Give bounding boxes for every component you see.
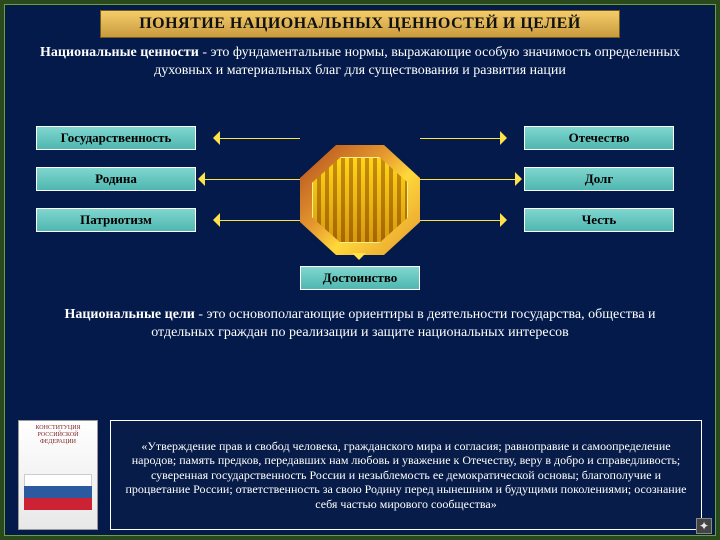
slide-title: ПОНЯТИЕ НАЦИОНАЛЬНЫХ ЦЕННОСТЕЙ И ЦЕЛЕЙ [100, 10, 620, 38]
arrow-down-icon [352, 253, 366, 267]
pill-honor: Честь [524, 208, 674, 232]
values-definition-lead: Национальные ценности [40, 45, 199, 60]
pager-glyph: ✦ [699, 519, 709, 534]
pill-duty: Долг [524, 167, 674, 191]
values-definition-rest: - это фундаментальные нормы, выражающие … [154, 45, 680, 78]
arrow-right-icon [500, 131, 514, 145]
constitution-caption-1: КОНСТИТУЦИЯ [35, 425, 80, 432]
values-definition: Национальные ценности - это фундаменталь… [22, 44, 698, 79]
pill-label: Патриотизм [80, 212, 152, 228]
goals-definition-rest: - это основополагающие ориентиры в деяте… [151, 307, 655, 340]
connector-line [220, 138, 300, 139]
constitution-quote: «Утверждение прав и свобод человека, гра… [110, 420, 702, 530]
constitution-image: КОНСТИТУЦИЯ РОССИЙСКОЙ ФЕДЕРАЦИИ [18, 420, 98, 530]
constitution-caption-2: РОССИЙСКОЙ [37, 432, 78, 439]
arrow-right-icon [515, 172, 529, 186]
pill-label: Родина [95, 171, 137, 187]
arrow-right-icon [500, 213, 514, 227]
flag-stripe-red [24, 498, 92, 510]
pager-button[interactable]: ✦ [696, 518, 712, 534]
pill-label: Честь [582, 212, 617, 228]
connector-line [420, 138, 500, 139]
pill-label: Государственность [61, 130, 172, 146]
connector-line [220, 220, 300, 221]
goals-definition-lead: Национальные цели [64, 307, 194, 322]
connector-line [205, 179, 300, 180]
constitution-quote-text: «Утверждение прав и свобод человека, гра… [119, 439, 693, 511]
pill-motherland: Родина [36, 167, 196, 191]
arrow-left-icon [206, 213, 220, 227]
goals-definition: Национальные цели - это основополагающие… [40, 306, 680, 341]
slide-title-text: ПОНЯТИЕ НАЦИОНАЛЬНЫХ ЦЕННОСТЕЙ И ЦЕЛЕЙ [139, 15, 581, 33]
bottom-row: КОНСТИТУЦИЯ РОССИЙСКОЙ ФЕДЕРАЦИИ «Утверж… [18, 420, 702, 530]
hub-octagon [300, 145, 420, 255]
flag-icon [24, 474, 92, 510]
pill-statehood: Государственность [36, 126, 196, 150]
arrow-left-icon [206, 131, 220, 145]
pill-label: Долг [585, 171, 613, 187]
flag-stripe-blue [24, 486, 92, 498]
connector-line [420, 220, 500, 221]
pill-patriotism: Патриотизм [36, 208, 196, 232]
pill-fatherland: Отечество [524, 126, 674, 150]
pill-dignity: Достоинство [300, 266, 420, 290]
connector-line [420, 179, 515, 180]
flag-stripe-white [24, 474, 92, 486]
pill-label: Достоинство [323, 270, 398, 286]
constitution-caption-3: ФЕДЕРАЦИИ [40, 439, 76, 446]
pill-label: Отечество [569, 130, 630, 146]
arrow-left-icon [191, 172, 205, 186]
